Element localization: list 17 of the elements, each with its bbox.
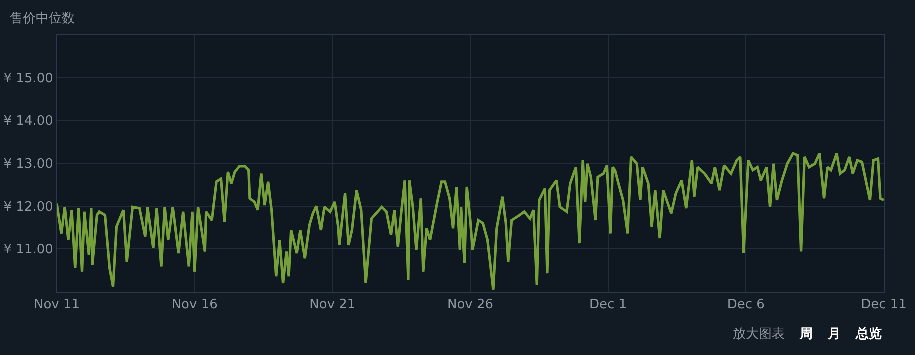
x-tick-label: Nov 21 (310, 298, 356, 313)
x-tick-label: Nov 11 (34, 298, 80, 313)
x-tick-label: Nov 26 (447, 298, 494, 313)
x-tick-label: Dec 1 (590, 298, 628, 313)
x-tick-label: Dec 11 (861, 298, 907, 313)
text: 月 (827, 327, 841, 342)
y-tick-label: ¥ 13.00 (4, 157, 54, 172)
text: 放大图表 (733, 327, 785, 342)
x-tick-label: Dec 6 (727, 298, 765, 313)
y-tick-label: ¥ 11.00 (4, 242, 54, 258)
x-tick-label: Nov 16 (172, 298, 218, 313)
chart-title: 售价中位数 (10, 12, 75, 27)
y-tick-label: ¥ 14.00 (4, 114, 54, 130)
y-tick-label: ¥ 15.00 (4, 71, 54, 86)
text: 总览 (855, 326, 882, 342)
y-tick-label: ¥ 12.00 (4, 200, 54, 215)
text: 周 (799, 327, 813, 342)
